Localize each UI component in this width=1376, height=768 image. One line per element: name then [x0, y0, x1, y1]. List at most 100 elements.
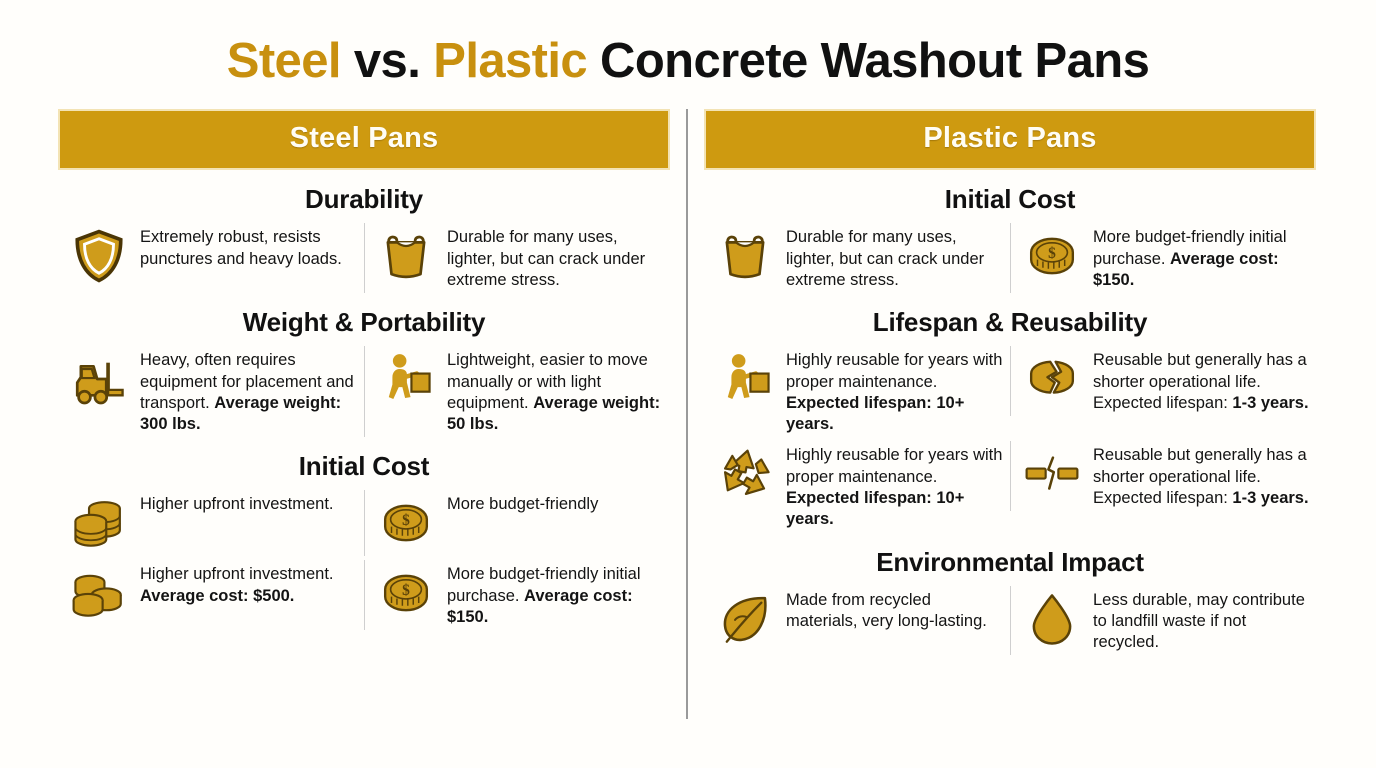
comparison-cell: Durable for many uses, lighter, but can …	[364, 223, 670, 294]
section-title: Initial Cost	[944, 184, 1076, 215]
blurb-emphasis: Expected lifespan: 10+ years.	[786, 393, 965, 434]
blurb-body: Reusable but generally has a shorter ope…	[1093, 351, 1307, 412]
column-divider	[686, 109, 688, 720]
comparison-cell: Higher upfront investment. Average cost:…	[58, 560, 364, 626]
comparison-cell: Extremely robust, resists punctures and …	[58, 223, 364, 289]
blurb-text: Made from recycled materials, very long-…	[786, 588, 1004, 633]
blurb-text: More budget-friendly initial purchase. A…	[1093, 225, 1310, 291]
blurb-emphasis: Average cost: $500.	[140, 586, 295, 605]
section-title: Initial Cost	[298, 451, 430, 482]
blurb-text: Heavy, often requires equipment for plac…	[140, 348, 358, 435]
person-carrying-box-icon	[714, 348, 776, 410]
svg-text:$: $	[402, 582, 410, 599]
section-title: Environmental Impact	[876, 546, 1144, 577]
blurb-text: More budget-friendly initial purchase. A…	[447, 562, 664, 628]
comparison-cell: $ More budget-friendly initial purchase. …	[364, 560, 670, 631]
blurb-text: Highly reusable for years with proper ma…	[786, 348, 1004, 435]
coin-pile-icon	[68, 562, 130, 624]
blurb-text: Reusable but generally has a shorter ope…	[1093, 348, 1310, 414]
comparison-cell: Less durable, may contribute to landfill…	[1010, 585, 1316, 656]
blurb-body: Durable for many uses, lighter, but can …	[786, 228, 985, 289]
blurb-body: More budget-friendly initial purchase.	[1093, 228, 1287, 268]
title-part-plastic: Plastic	[433, 34, 588, 88]
blurb-body: Higher upfront investment.	[140, 565, 334, 584]
coin-icon: $	[375, 492, 437, 554]
section-title: Durability	[305, 184, 423, 215]
section-title: Weight & Portability	[242, 307, 486, 338]
section-title: Lifespan & Reusability	[872, 307, 1148, 338]
comparison-columns: Steel Pans Durability Extremely robust, re…	[0, 109, 1376, 720]
washout-bag-icon	[375, 225, 437, 287]
comparison-row: Higher upfront investment. $ More budget-f…	[58, 490, 670, 557]
person-carrying-box-icon	[375, 348, 437, 410]
title-part-rest: Concrete Washout Pans	[587, 34, 1150, 88]
washout-bag-icon	[714, 225, 776, 287]
blurb-body: Heavy, often requires equipment for plac…	[140, 351, 354, 412]
blurb-text: More budget-friendly	[447, 492, 598, 515]
blurb-text: Higher upfront investment.	[140, 492, 334, 515]
forklift-icon	[68, 348, 130, 410]
shield-icon	[68, 225, 130, 287]
blurb-text: Lightweight, easier to move manually or …	[447, 348, 664, 435]
blurb-emphasis: 1-3 years.	[1232, 488, 1309, 507]
comparison-row: Made from recycled materials, very long-…	[704, 585, 1316, 656]
blurb-emphasis: Average cost: $150.	[447, 586, 633, 626]
blurb-body: Highly reusable for years with proper ma…	[786, 351, 1003, 391]
svg-text:$: $	[1048, 245, 1056, 262]
comparison-cell: Durable for many uses, lighter, but can …	[704, 223, 1010, 293]
comparison-cell: Heavy, often requires equipment for plac…	[58, 346, 364, 437]
blurb-emphasis: Average weight: 50 lbs.	[447, 393, 661, 434]
comparison-row: Durable for many uses, lighter, but can …	[704, 223, 1316, 294]
blurb-body: Durable for many uses, lighter, but can …	[447, 228, 646, 289]
blurb-emphasis: 1-3 years.	[1232, 393, 1309, 412]
blurb-text: Reusable but generally has a shorter ope…	[1093, 443, 1310, 509]
column-steel-pans: Steel Pans Durability Extremely robust, re…	[58, 109, 670, 634]
comparison-row: Extremely robust, resists punctures and …	[58, 223, 670, 294]
comparison-cell: Higher upfront investment.	[58, 490, 364, 556]
blurb-body: Made from recycled materials, very long-…	[786, 590, 987, 630]
page-title: Steel vs. Plastic Concrete Washout Pans	[0, 0, 1376, 87]
column-header-steel: Steel Pans	[58, 109, 670, 171]
blurb-body: Higher upfront investment.	[140, 495, 334, 514]
comparison-row: Highly reusable for years with proper ma…	[704, 441, 1316, 532]
blurb-text: Extremely robust, resists punctures and …	[140, 225, 358, 270]
comparison-cell: $ More budget-friendly initial purchase. …	[1010, 223, 1316, 294]
blurb-text: Durable for many uses, lighter, but can …	[447, 225, 664, 291]
comparison-cell: Reusable but generally has a shorter ope…	[1010, 346, 1316, 417]
leaf-icon	[714, 588, 776, 650]
comparison-row: Highly reusable for years with proper ma…	[704, 346, 1316, 437]
broken-coin-icon	[1021, 348, 1083, 410]
blurb-body: Lightweight, easier to move manually or …	[447, 351, 648, 412]
blurb-body: Extremely robust, resists punctures and …	[140, 228, 342, 268]
comparison-cell: Made from recycled materials, very long-…	[704, 586, 1010, 652]
blurb-emphasis: Average weight: 300 lbs.	[140, 393, 342, 434]
column-plastic-pans: Plastic Pans Initial Cost Durable for many…	[704, 109, 1316, 659]
comparison-cell: Reusable but generally has a shorter ope…	[1010, 441, 1316, 512]
blurb-text: Higher upfront investment. Average cost:…	[140, 562, 358, 607]
comparison-row: Heavy, often requires equipment for plac…	[58, 346, 670, 438]
droplet-icon	[1021, 588, 1083, 650]
comparison-cell: $ More budget-friendly	[364, 490, 670, 557]
comparison-cell: Lightweight, easier to move manually or …	[364, 346, 670, 438]
comparison-row: Higher upfront investment. Average cost:…	[58, 560, 670, 631]
title-part-vs: vs.	[340, 34, 434, 88]
coin-stack-icon	[68, 492, 130, 554]
blurb-text: Durable for many uses, lighter, but can …	[786, 225, 1004, 291]
blurb-body: Highly reusable for years with proper ma…	[786, 446, 1003, 486]
comparison-cell: Highly reusable for years with proper ma…	[704, 441, 1010, 532]
blurb-body: Less durable, may contribute to landfill…	[1093, 590, 1305, 652]
blurb-text: Less durable, may contribute to landfill…	[1093, 588, 1310, 654]
broken-bar-icon	[1021, 443, 1083, 505]
column-header-plastic: Plastic Pans	[704, 109, 1316, 171]
blurb-body: More budget-friendly initial purchase.	[447, 565, 641, 605]
title-part-steel: Steel	[226, 34, 342, 88]
coin-icon: $	[375, 562, 437, 624]
recycle-icon	[714, 443, 776, 505]
coin-icon: $	[1021, 225, 1083, 287]
blurb-text: Highly reusable for years with proper ma…	[786, 443, 1004, 530]
blurb-emphasis: Expected lifespan: 10+ years.	[786, 488, 965, 529]
blurb-body: Reusable but generally has a shorter ope…	[1093, 446, 1307, 507]
blurb-body: More budget-friendly	[447, 495, 599, 514]
comparison-cell: Highly reusable for years with proper ma…	[704, 346, 1010, 437]
